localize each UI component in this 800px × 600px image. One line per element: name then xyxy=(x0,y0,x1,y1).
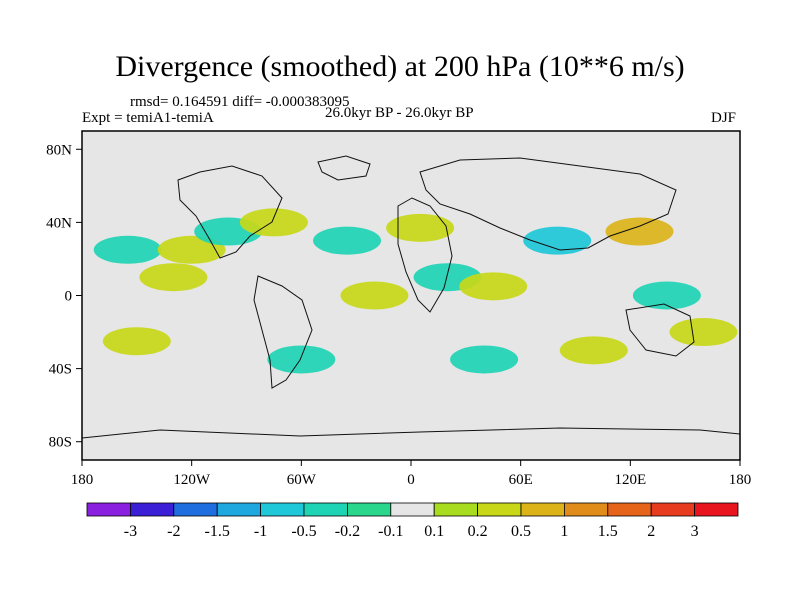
colorbar-label: -2 xyxy=(167,523,180,540)
lon-label: 120W xyxy=(173,472,211,488)
colorbar-swatch xyxy=(694,502,739,517)
coastline xyxy=(317,155,371,181)
colorbar-label: -3 xyxy=(124,523,137,540)
field-feature xyxy=(239,208,308,237)
coastline xyxy=(397,197,453,313)
coastline xyxy=(82,427,740,460)
colorbar-label: 1 xyxy=(560,523,568,540)
field-feature xyxy=(386,213,455,242)
colorbar-label: 0.1 xyxy=(424,523,444,540)
period-label: 26.0kyr BP - 26.0kyr BP xyxy=(325,105,474,121)
experiment-label: Expt = temiA1-temiA xyxy=(82,110,214,126)
field-feature xyxy=(102,327,171,356)
lat-label: 40S xyxy=(49,362,72,378)
field-feature xyxy=(450,345,519,374)
coastline xyxy=(177,165,283,259)
lat-label: 80S xyxy=(49,435,72,451)
field-feature xyxy=(669,318,738,347)
colorbar-label: 2 xyxy=(647,523,655,540)
colorbar-swatch xyxy=(173,502,218,517)
colorbar-label: 0.5 xyxy=(511,523,531,540)
colorbar-swatch xyxy=(260,502,305,517)
colorbar-swatch xyxy=(477,502,522,517)
field-feature xyxy=(340,281,409,310)
coastline xyxy=(625,303,695,357)
colorbar-label: -0.5 xyxy=(291,523,316,540)
colorbar-swatch xyxy=(346,502,392,517)
colorbar-label: 1.5 xyxy=(598,523,618,540)
field-layer xyxy=(82,155,740,460)
map-background xyxy=(82,131,740,460)
colorbar-swatch xyxy=(86,502,131,517)
lon-label: 120E xyxy=(614,472,646,488)
field-feature xyxy=(267,345,336,374)
lat-label: 40N xyxy=(46,215,72,231)
colorbar-swatch xyxy=(216,502,261,517)
coastline xyxy=(253,275,313,389)
colorbar-label: -1 xyxy=(254,523,267,540)
field-feature xyxy=(605,217,674,246)
colorbar-swatch xyxy=(129,502,175,517)
colorbar-swatch xyxy=(390,502,435,517)
field-feature xyxy=(632,281,701,310)
stats-label: rmsd= 0.164591 diff= -0.000383095 xyxy=(130,94,350,110)
page-title: Divergence (smoothed) at 200 hPa (10**6 … xyxy=(115,50,685,83)
lon-label: 60E xyxy=(509,472,533,488)
colorbar-swatch xyxy=(303,502,348,517)
colorbar-label: -0.2 xyxy=(335,523,360,540)
colorbar-swatch xyxy=(433,502,479,517)
field-feature xyxy=(93,235,162,264)
coastline xyxy=(419,157,677,251)
colorbar-label: -1.5 xyxy=(205,523,230,540)
colorbar-label: 3 xyxy=(691,523,699,540)
field-feature xyxy=(523,226,592,255)
colorbar-swatch xyxy=(520,502,565,517)
colorbar-swatch xyxy=(607,502,652,517)
lat-label: 0 xyxy=(65,289,73,305)
field-feature xyxy=(313,226,382,255)
season-label: DJF xyxy=(711,110,737,126)
lon-label: 180 xyxy=(71,472,94,488)
colorbar-label: -0.1 xyxy=(378,523,403,540)
field-feature xyxy=(139,263,208,292)
colorbar-swatch xyxy=(564,502,609,517)
lon-label: 0 xyxy=(407,472,415,488)
lon-label: 60W xyxy=(287,472,317,488)
lon-label: 180 xyxy=(729,472,752,488)
field-feature xyxy=(559,336,628,365)
lat-label: 80N xyxy=(46,142,72,158)
colorbar-swatch xyxy=(650,502,696,517)
field-feature xyxy=(459,272,528,301)
colorbar-label: 0.2 xyxy=(468,523,488,540)
